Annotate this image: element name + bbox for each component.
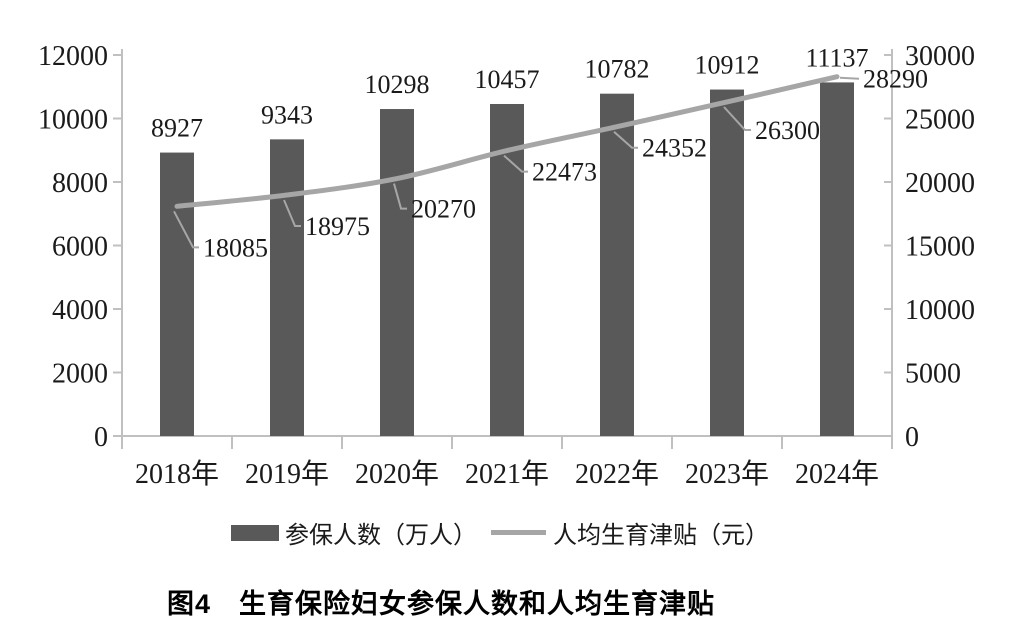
bar-label-2021年: 10457 (475, 65, 540, 94)
right-axis-tick-label: 5000 (905, 359, 961, 390)
left-axis-tick-label: 8000 (52, 168, 108, 199)
x-tick-label-2021年: 2021年 (465, 458, 549, 490)
line-label-2021年: 22473 (532, 158, 597, 187)
x-tick-label-2022年: 2022年 (575, 458, 659, 490)
line-label-2020年: 20270 (411, 195, 476, 224)
line-label-leader-2024年 (839, 76, 860, 80)
left-axis-tick-label: 10000 (38, 105, 108, 136)
left-axis-tick-label: 12000 (38, 41, 108, 72)
left-axis-tick-label: 6000 (52, 232, 108, 263)
legend-line-swatch-icon (491, 530, 546, 535)
bar-2019年 (270, 139, 304, 437)
line-label-leader-2023年 (723, 106, 751, 131)
bar-2020年 (380, 109, 414, 436)
legend-line-label: 人均生育津贴（元） (553, 523, 769, 549)
x-tick-label-2018年: 2018年 (135, 458, 219, 490)
legend-bar-swatch-icon (231, 524, 279, 541)
x-tick-label-2019年: 2019年 (245, 458, 329, 490)
line-label-leader-2018年 (173, 210, 199, 249)
legend-bar-label: 参保人数（万人） (285, 523, 477, 549)
line-series (174, 74, 840, 209)
chart-legend: 参保人数（万人） 人均生育津贴（元） (0, 515, 1000, 550)
bar-label-2018年: 8927 (151, 114, 203, 143)
bar-2018年 (160, 152, 194, 436)
bar-label-2019年: 9343 (261, 100, 313, 129)
right-axis-tick-label: 20000 (905, 168, 975, 199)
right-axis-tick-label: 15000 (905, 232, 975, 263)
bar-2024年 (820, 82, 854, 436)
line-label-2023年: 26300 (755, 116, 820, 145)
left-axis-tick-label: 0 (94, 422, 108, 453)
x-tick-label-2020年: 2020年 (355, 458, 439, 490)
right-axis-tick-label: 30000 (905, 41, 975, 72)
line-label-leader-2022年 (613, 130, 638, 149)
right-axis-tick-label: 0 (905, 422, 919, 453)
line-label-leader-2019年 (283, 199, 301, 228)
line-label-2024年: 28290 (863, 65, 928, 94)
line-label-leader-2021年 (503, 154, 528, 173)
right-axis-tick-label: 10000 (905, 295, 975, 326)
bar-2023年 (710, 89, 744, 436)
bar-2022年 (600, 93, 634, 436)
line-label-2022年: 24352 (642, 134, 707, 163)
bar-label-2023年: 10912 (695, 51, 760, 80)
bar-label-2020年: 10298 (365, 70, 430, 99)
figure-caption: 图4 生育保险妇女参保人数和人均生育津贴 (166, 589, 715, 619)
line-label-leader-2020年 (393, 183, 407, 210)
bar-label-2022年: 10782 (585, 55, 650, 84)
left-axis-tick-label: 2000 (52, 359, 108, 390)
x-tick-label-2024年: 2024年 (795, 458, 879, 490)
left-axis-tick-label: 4000 (52, 295, 108, 326)
line-label-2019年: 18975 (305, 212, 370, 241)
bar-label-2024年: 11137 (805, 43, 868, 72)
x-tick-label-2023年: 2023年 (685, 458, 769, 490)
line-label-2018年: 18085 (203, 233, 268, 262)
right-axis-tick-label: 25000 (905, 105, 975, 136)
